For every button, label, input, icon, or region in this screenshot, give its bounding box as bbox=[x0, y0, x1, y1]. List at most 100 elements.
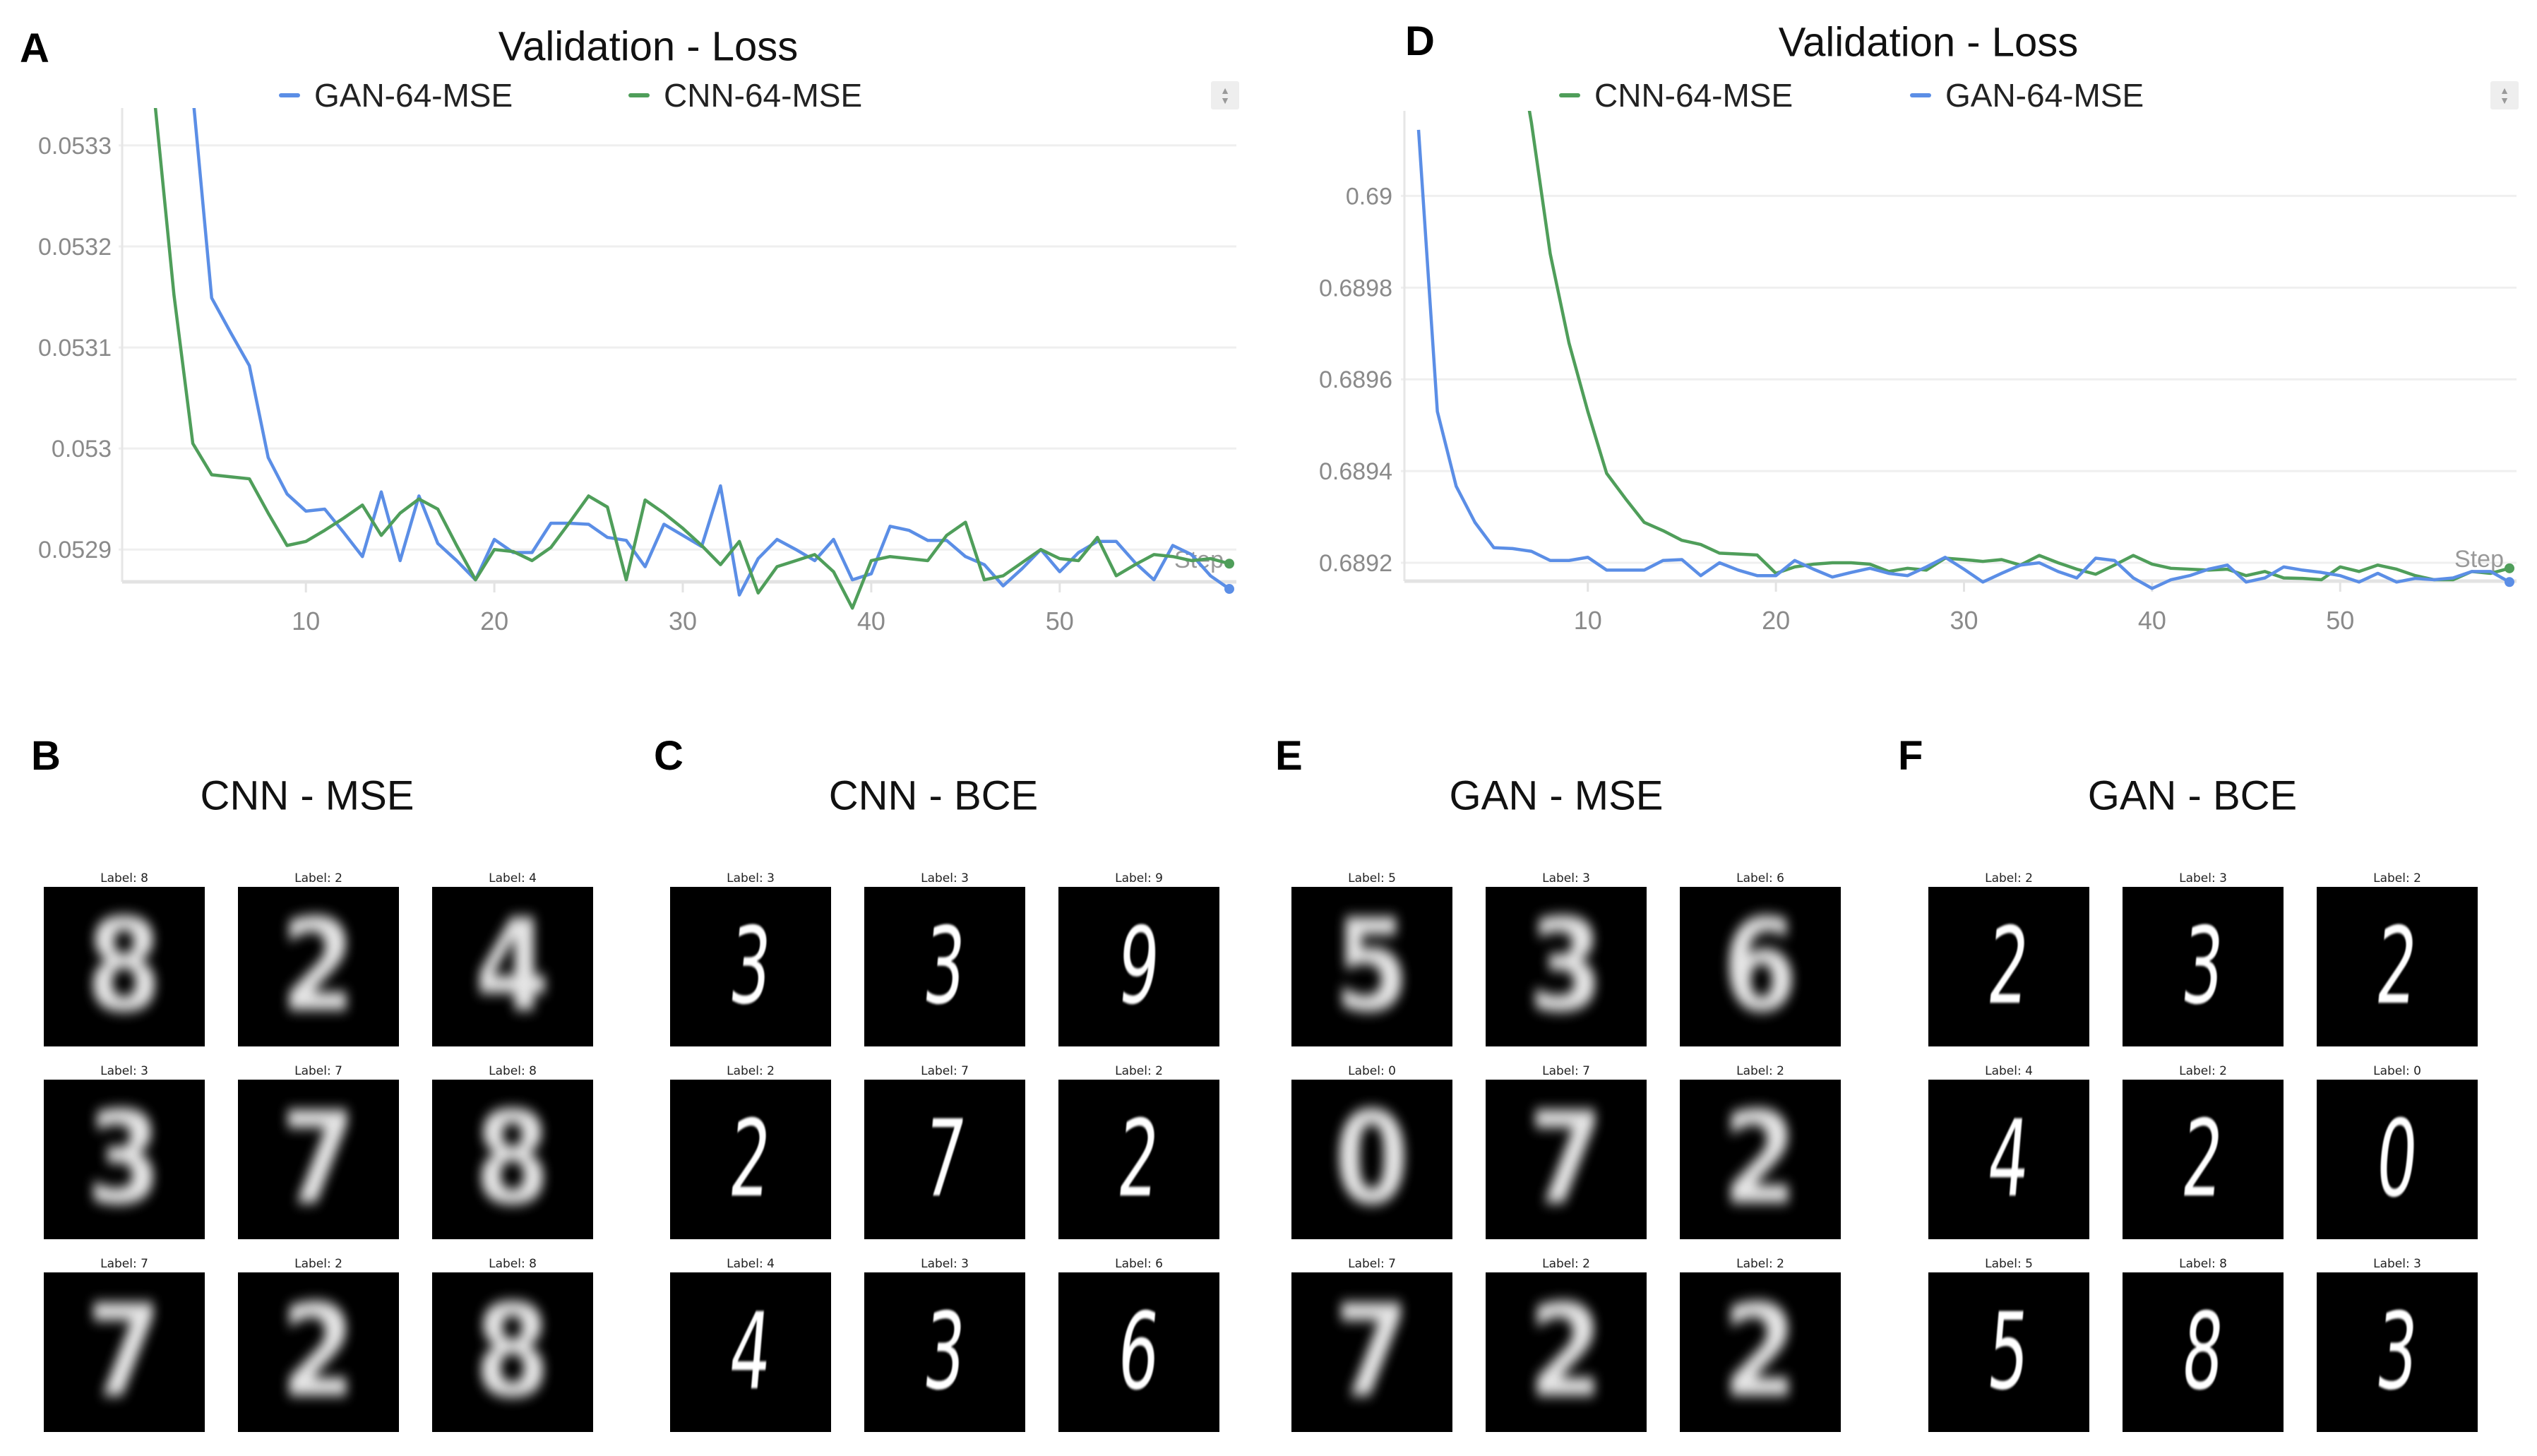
image-label: Label: 7 bbox=[294, 1064, 342, 1078]
digit-image-cell: Label: 3 3 bbox=[44, 1063, 205, 1239]
legend-item-gan-64-mse[interactable]: GAN-64-MSE bbox=[1910, 76, 2144, 114]
digit-image-cell: Label: 8 8 bbox=[44, 870, 205, 1046]
panel-letter-c: C bbox=[654, 733, 684, 779]
image-label: Label: 2 bbox=[2373, 871, 2421, 885]
digit-glyph: 2 bbox=[2372, 905, 2423, 1028]
y-tick-label: 0.69 bbox=[1346, 183, 1392, 210]
digit-glyph: 7 bbox=[86, 1278, 162, 1426]
digit-glyph: 9 bbox=[1114, 905, 1164, 1028]
digit-image-cell: Label: 2 2 bbox=[1680, 1255, 1841, 1432]
x-tick-label: 40 bbox=[857, 607, 885, 635]
digit-glyph: 2 bbox=[1114, 1098, 1164, 1221]
x-tick-label: 40 bbox=[2138, 606, 2166, 635]
digit-image: 3 bbox=[2123, 887, 2284, 1046]
digit-image: 8 bbox=[2123, 1272, 2284, 1432]
digit-image-cell: Label: 3 3 bbox=[2317, 1255, 2478, 1432]
digit-glyph: 7 bbox=[1528, 1085, 1604, 1233]
image-label: Label: 2 bbox=[2179, 1064, 2227, 1078]
digit-glyph: 8 bbox=[86, 893, 162, 1040]
digit-glyph: 8 bbox=[474, 1278, 551, 1426]
digit-glyph: 4 bbox=[725, 1291, 776, 1414]
digit-image-cell: Label: 3 3 bbox=[2123, 870, 2284, 1046]
series-end-point bbox=[2505, 577, 2514, 587]
grid-title: GAN - MSE bbox=[1449, 772, 1664, 819]
grid-title: CNN - BCE bbox=[828, 772, 1039, 819]
digit-image: 2 bbox=[1928, 887, 2089, 1046]
x-tick-label: 10 bbox=[292, 607, 320, 635]
image-label: Label: 7 bbox=[100, 1257, 148, 1271]
legend-item-cnn-64-mse[interactable]: CNN-64-MSE bbox=[628, 76, 862, 114]
digit-image-cell: Label: 2 2 bbox=[670, 1063, 831, 1239]
digit-image: 2 bbox=[238, 887, 399, 1046]
digit-image-cell: Label: 7 7 bbox=[864, 1063, 1025, 1239]
image-label: Label: 3 bbox=[921, 1257, 969, 1271]
image-label: Label: 2 bbox=[1736, 1064, 1784, 1078]
legend-label: GAN-64-MSE bbox=[314, 77, 513, 114]
digit-glyph: 2 bbox=[280, 1278, 357, 1426]
digit-image: 0 bbox=[2317, 1080, 2478, 1239]
digit-glyph: 2 bbox=[1528, 1278, 1604, 1426]
image-label: Label: 4 bbox=[1985, 1064, 2033, 1078]
digit-glyph: 6 bbox=[1722, 893, 1798, 1040]
digit-glyph: 8 bbox=[474, 1085, 551, 1233]
image-label: Label: 2 bbox=[1542, 1257, 1590, 1271]
digit-image-cell: Label: 8 8 bbox=[432, 1255, 593, 1432]
digit-glyph: 3 bbox=[86, 1085, 162, 1233]
digit-image: 8 bbox=[432, 1080, 593, 1239]
digit-image: 7 bbox=[44, 1272, 205, 1432]
digit-image: 9 bbox=[1058, 887, 1219, 1046]
panel-letter-e: E bbox=[1275, 733, 1303, 779]
digit-image: 3 bbox=[44, 1080, 205, 1239]
y-tick-label: 0.0531 bbox=[38, 335, 112, 362]
image-label: Label: 3 bbox=[1542, 871, 1590, 885]
digit-glyph: 2 bbox=[2178, 1098, 2228, 1221]
digit-image: 7 bbox=[1291, 1272, 1452, 1432]
digit-glyph: 7 bbox=[280, 1085, 357, 1233]
grid-title: GAN - BCE bbox=[2087, 772, 2298, 819]
legend-scroll-arrows-icon[interactable]: ▲ ▼ bbox=[2490, 81, 2519, 109]
series-line-cnn-64-mse bbox=[153, 108, 1230, 610]
digit-glyph: 5 bbox=[1334, 893, 1410, 1040]
digit-image: 7 bbox=[238, 1080, 399, 1239]
digit-glyph: 7 bbox=[1334, 1278, 1410, 1426]
image-label: Label: 9 bbox=[1115, 871, 1163, 885]
digit-glyph: 8 bbox=[2178, 1291, 2228, 1414]
image-label: Label: 7 bbox=[1348, 1257, 1396, 1271]
legend-swatch-icon bbox=[279, 93, 300, 97]
digit-image-cell: Label: 2 2 bbox=[1486, 1255, 1647, 1432]
image-label: Label: 2 bbox=[1985, 871, 2033, 885]
digit-image-cell: Label: 3 3 bbox=[670, 870, 831, 1046]
y-tick-label: 0.0529 bbox=[38, 537, 112, 563]
digit-glyph: 6 bbox=[1114, 1291, 1164, 1414]
digit-image-cell: Label: 8 8 bbox=[432, 1063, 593, 1239]
digit-glyph: 3 bbox=[1528, 893, 1604, 1040]
digit-image-cell: Label: 2 2 bbox=[2317, 870, 2478, 1046]
image-label: Label: 2 bbox=[727, 1064, 775, 1078]
digit-image: 6 bbox=[1058, 1272, 1219, 1432]
image-label: Label: 8 bbox=[489, 1257, 537, 1271]
digit-image-cell: Label: 2 2 bbox=[1058, 1063, 1219, 1239]
digit-image: 5 bbox=[1928, 1272, 2089, 1432]
image-label: Label: 3 bbox=[921, 871, 969, 885]
digit-image: 3 bbox=[864, 887, 1025, 1046]
digit-image-cell: Label: 7 7 bbox=[1291, 1255, 1452, 1432]
digit-image-cell: Label: 4 4 bbox=[670, 1255, 831, 1432]
panel-letter-a: A bbox=[20, 25, 49, 71]
x-tick-label: 30 bbox=[669, 607, 697, 635]
legend-item-cnn-64-mse[interactable]: CNN-64-MSE bbox=[1559, 76, 1793, 114]
digit-image: 2 bbox=[2123, 1080, 2284, 1239]
grid-title: CNN - MSE bbox=[200, 772, 414, 819]
image-label: Label: 7 bbox=[921, 1064, 969, 1078]
series-line-gan-64-mse bbox=[1416, 129, 2511, 590]
legend-label: CNN-64-MSE bbox=[1594, 77, 1793, 114]
digit-image: 4 bbox=[670, 1272, 831, 1432]
legend-scroll-arrows-icon[interactable]: ▲ ▼ bbox=[1211, 81, 1239, 109]
digit-image: 3 bbox=[2317, 1272, 2478, 1432]
legend-label: CNN-64-MSE bbox=[664, 77, 863, 114]
digit-glyph: 3 bbox=[919, 905, 970, 1028]
image-label: Label: 4 bbox=[727, 1257, 775, 1271]
digit-image-cell: Label: 4 4 bbox=[1928, 1063, 2089, 1239]
y-tick-label: 0.6894 bbox=[1319, 458, 1392, 485]
legend-item-gan-64-mse[interactable]: GAN-64-MSE bbox=[279, 76, 513, 114]
